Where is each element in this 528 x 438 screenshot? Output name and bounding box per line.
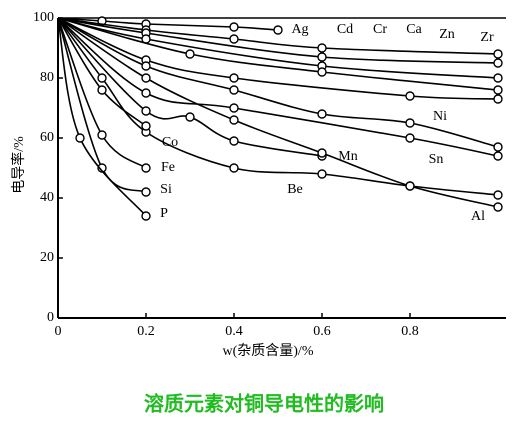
y-tick-label: 80: [40, 70, 54, 85]
series-label: Si: [160, 182, 172, 197]
point: [493, 49, 503, 59]
point: [317, 52, 327, 62]
series-label: Fe: [161, 160, 175, 175]
series-label: Zr: [480, 30, 494, 45]
point: [97, 85, 107, 95]
y-axis-label: 电导率/%: [10, 136, 27, 194]
series-label: Zn: [439, 27, 455, 42]
point: [141, 88, 151, 98]
series-label: Al: [471, 209, 485, 224]
line: [57, 17, 499, 91]
point: [405, 181, 415, 191]
line: [57, 17, 147, 193]
point: [405, 91, 415, 101]
series-label: Cd: [337, 22, 353, 37]
point: [229, 163, 239, 173]
point: [405, 133, 415, 143]
point: [493, 85, 503, 95]
caption: 溶质元素对铜导电性的影响: [144, 392, 384, 416]
series-label: Ag: [291, 22, 308, 37]
line: [57, 17, 147, 169]
point: [229, 115, 239, 125]
point: [405, 118, 415, 128]
point: [141, 106, 151, 116]
series-label: Mn: [338, 149, 357, 164]
x-tick-label: 0.4: [225, 324, 243, 339]
point: [493, 73, 503, 83]
point: [317, 43, 327, 53]
point: [317, 67, 327, 77]
y-tick-label: 0: [47, 310, 54, 325]
line: [57, 17, 499, 100]
point: [97, 16, 107, 26]
point: [141, 61, 151, 71]
point: [97, 130, 107, 140]
point: [229, 103, 239, 113]
line: [57, 17, 499, 157]
point: [229, 136, 239, 146]
point: [141, 73, 151, 83]
point: [141, 187, 151, 197]
series-label: Sn: [429, 152, 444, 167]
x-tick-label: 0: [55, 324, 62, 339]
line: [57, 17, 499, 64]
line: [57, 17, 499, 148]
point: [493, 151, 503, 161]
series-label: Ca: [406, 22, 422, 37]
point: [229, 22, 239, 32]
point: [185, 112, 195, 122]
series-label: P: [160, 206, 168, 221]
y-tick-label: 60: [40, 130, 54, 145]
point: [229, 34, 239, 44]
point: [493, 58, 503, 68]
line: [57, 17, 499, 79]
x-tick-label: 0.8: [401, 324, 419, 339]
point: [493, 202, 503, 212]
point: [493, 94, 503, 104]
point: [317, 109, 327, 119]
line: [57, 17, 499, 55]
series-label: Co: [162, 135, 178, 150]
point: [229, 73, 239, 83]
point: [75, 133, 85, 143]
series-label: Cr: [373, 22, 387, 37]
point: [229, 85, 239, 95]
point: [493, 190, 503, 200]
point: [185, 49, 195, 59]
series-label: Ni: [433, 109, 447, 124]
point: [97, 73, 107, 83]
series-label: Be: [287, 182, 303, 197]
point: [141, 121, 151, 131]
y-tick-label: 20: [40, 250, 54, 265]
line: [57, 17, 499, 208]
point: [141, 211, 151, 221]
point: [273, 25, 283, 35]
y-tick-label: 40: [40, 190, 54, 205]
y-tick-label: 100: [33, 10, 54, 25]
point: [493, 142, 503, 152]
x-tick-label: 0.6: [313, 324, 331, 339]
point: [317, 148, 327, 158]
x-tick-label: 0.2: [137, 324, 155, 339]
point: [141, 163, 151, 173]
x-axis-label: w(杂质含量)/%: [223, 343, 314, 359]
point: [317, 169, 327, 179]
